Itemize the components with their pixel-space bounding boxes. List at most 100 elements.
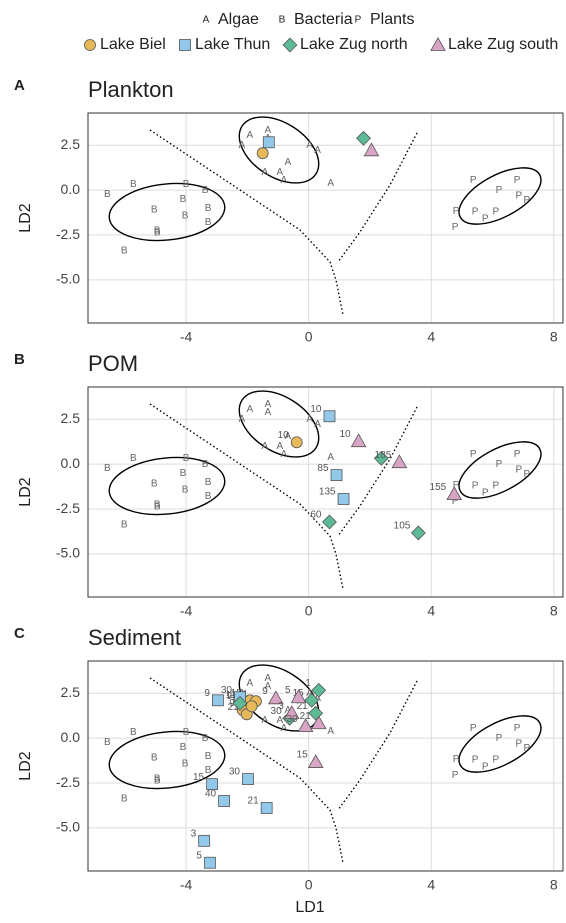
reference-point: B bbox=[130, 179, 137, 190]
sample-point bbox=[290, 436, 303, 449]
point-label: 21 bbox=[300, 711, 312, 722]
point-label: 85 bbox=[317, 463, 329, 474]
reference-point: A bbox=[246, 130, 253, 141]
sample-point bbox=[311, 682, 327, 698]
legend-symbol: A bbox=[203, 15, 210, 26]
y-axis-title: LD2 bbox=[17, 203, 34, 232]
group-ellipse bbox=[458, 167, 542, 225]
point-label: 5 bbox=[196, 850, 202, 861]
sample-point bbox=[330, 469, 343, 482]
reference-point: P bbox=[516, 465, 523, 476]
reference-point: B bbox=[154, 776, 161, 787]
point-label: 10 bbox=[310, 404, 322, 415]
point-label: 15 bbox=[193, 772, 205, 783]
reference-point: B bbox=[154, 228, 161, 239]
decoration bbox=[108, 390, 542, 590]
reference-point: B bbox=[183, 727, 190, 738]
plot-background bbox=[88, 661, 563, 871]
reference-point: B bbox=[130, 453, 137, 464]
group-ellipse bbox=[238, 116, 320, 184]
sample-point bbox=[363, 142, 380, 157]
x-tick-label: 4 bbox=[427, 329, 435, 345]
sample-point bbox=[373, 450, 389, 466]
reference-point: A bbox=[280, 723, 287, 734]
panel-label: B bbox=[14, 351, 25, 368]
sample-point bbox=[268, 690, 284, 705]
reference-point: A bbox=[306, 140, 313, 151]
reference-point: B bbox=[183, 179, 190, 190]
x-tick-label: 8 bbox=[550, 329, 558, 345]
point-label: 9 bbox=[229, 698, 235, 709]
x-tick-label: 0 bbox=[305, 877, 313, 893]
point-label: 10 bbox=[278, 430, 290, 441]
reference-point: A bbox=[239, 140, 246, 151]
reference-point: P bbox=[524, 469, 531, 480]
panel-title: Plankton bbox=[88, 77, 174, 102]
sample-point bbox=[356, 130, 371, 146]
point-label: 9 bbox=[204, 688, 210, 699]
reference-point: A bbox=[284, 157, 291, 168]
legend-label: Lake Biel bbox=[100, 36, 166, 53]
y-tick-label: 2.5 bbox=[61, 410, 81, 426]
reference-point: A bbox=[314, 145, 321, 156]
group-ellipse bbox=[238, 390, 320, 458]
reference-point: B bbox=[104, 737, 111, 748]
point-label: 21 bbox=[248, 796, 260, 807]
reference-point: A bbox=[261, 167, 268, 178]
reference-point: A bbox=[246, 678, 253, 689]
point-label: 9 bbox=[262, 686, 268, 697]
reference-point: P bbox=[453, 480, 460, 491]
reference-point: B bbox=[205, 491, 212, 502]
sample-point bbox=[198, 834, 211, 847]
decoration bbox=[108, 664, 542, 864]
reference-point: B bbox=[154, 774, 161, 785]
reference-point: B bbox=[130, 727, 137, 738]
x-tick-label: -4 bbox=[180, 603, 193, 619]
point-label: 135 bbox=[319, 487, 336, 498]
legend-marker bbox=[282, 37, 298, 53]
y-tick-label: 2.5 bbox=[61, 684, 81, 700]
sample-point bbox=[297, 718, 314, 733]
sample-point bbox=[245, 700, 258, 713]
reference-point: A bbox=[265, 681, 272, 692]
point-label: 30 bbox=[286, 714, 298, 725]
reference-point: A bbox=[277, 441, 284, 452]
legend-label: Lake Zug south bbox=[448, 36, 558, 53]
group-ellipse bbox=[458, 441, 542, 499]
reference-point: P bbox=[493, 481, 500, 492]
sample-point bbox=[310, 715, 327, 730]
panel-label: A bbox=[14, 77, 25, 94]
sample-point bbox=[212, 694, 224, 707]
reference-point: P bbox=[452, 222, 459, 233]
plot-border bbox=[87, 112, 564, 324]
y-axis-title: LD2 bbox=[17, 477, 34, 506]
reference-point: B bbox=[205, 217, 212, 228]
legend-label: Bacteria bbox=[294, 11, 353, 28]
reference-point: A bbox=[280, 449, 287, 460]
point-label: 30 bbox=[271, 706, 283, 717]
point-label: 1 bbox=[305, 678, 311, 689]
y-tick-label: -2.5 bbox=[56, 774, 80, 790]
reference-point: P bbox=[470, 449, 477, 460]
reference-point: P bbox=[482, 762, 489, 773]
reference-point: B bbox=[121, 246, 128, 257]
reference-point: P bbox=[472, 207, 479, 218]
legend-marker bbox=[430, 37, 446, 51]
reference-point: B bbox=[182, 759, 189, 770]
reference-point: B bbox=[121, 794, 128, 805]
reference-point: B bbox=[180, 194, 187, 205]
reference-point: A bbox=[265, 673, 272, 684]
reference-point: B bbox=[180, 468, 187, 479]
reference-point: A bbox=[314, 419, 321, 430]
sample-point bbox=[262, 136, 275, 149]
group-ellipse bbox=[458, 715, 542, 773]
reference-point: P bbox=[472, 481, 479, 492]
group-ellipse bbox=[108, 730, 226, 790]
reference-point: B bbox=[202, 459, 209, 470]
point-label: 5 bbox=[285, 685, 291, 696]
reference-point: P bbox=[452, 770, 459, 781]
legend-label: Lake Zug north bbox=[300, 36, 408, 53]
reference-point: B bbox=[182, 211, 189, 222]
point-label: 3 bbox=[191, 828, 197, 839]
reference-point: B bbox=[154, 500, 161, 511]
